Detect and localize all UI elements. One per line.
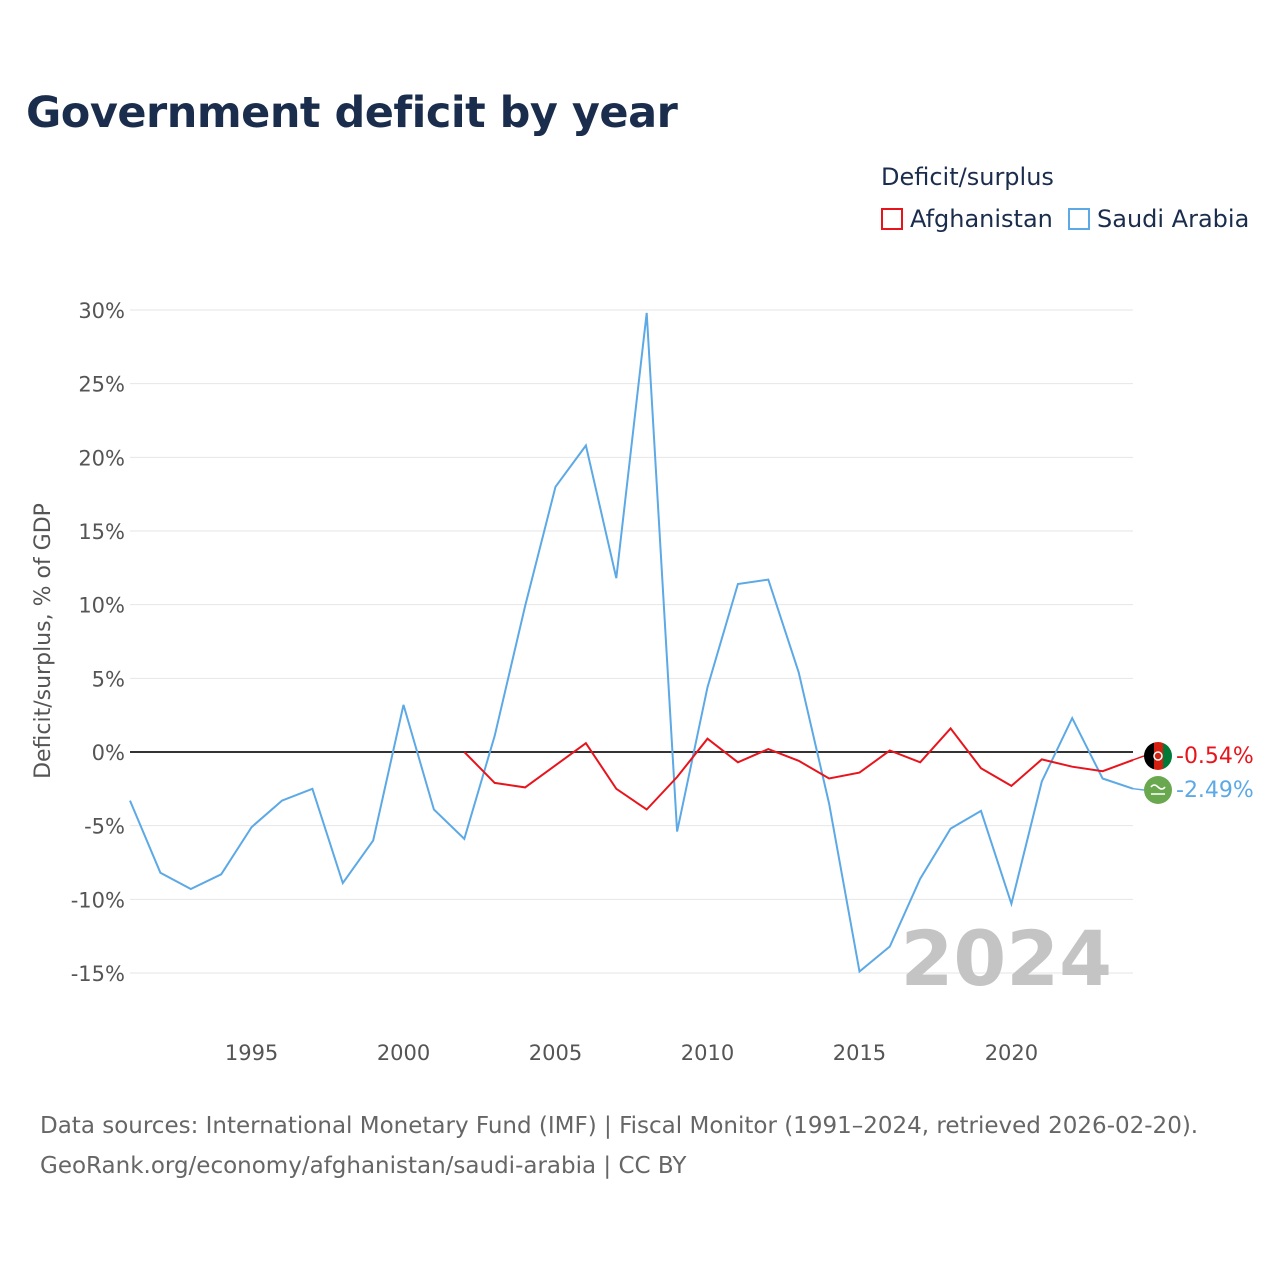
y-axis-ticks: 30% 25% 20% 15% 10% 5% 0% -5% -10% -15%	[71, 299, 125, 986]
y-tick-label: -5%	[84, 815, 125, 839]
x-tick-label: 2020	[985, 1041, 1038, 1065]
y-tick-label: 10%	[78, 594, 125, 618]
legend-swatch-saudi-arabia	[1068, 208, 1090, 230]
series-end-labels: -0.54% -2.49%	[1132, 742, 1254, 804]
legend-title: Deficit/surplus	[881, 163, 1054, 191]
series-lines	[129, 312, 1134, 974]
year-watermark: 2024	[900, 914, 1112, 1003]
x-tick-label: 2015	[833, 1041, 886, 1065]
gridlines	[130, 309, 1133, 974]
y-tick-label: 25%	[78, 373, 125, 397]
series-line-afghanistan[interactable]	[463, 726, 1134, 811]
x-tick-label: 2005	[529, 1041, 582, 1065]
end-connector	[1132, 787, 1145, 791]
x-tick-label: 2010	[681, 1041, 734, 1065]
legend-item-afghanistan[interactable]: Afghanistan	[881, 205, 1053, 233]
x-tick-label: 2000	[377, 1041, 430, 1065]
saudi-arabia-flag-icon	[1144, 776, 1172, 804]
legend-label-saudi-arabia: Saudi Arabia	[1097, 205, 1250, 233]
afghanistan-flag-icon	[1144, 742, 1172, 770]
y-tick-label: 30%	[78, 299, 125, 323]
x-tick-label: 1995	[225, 1041, 278, 1065]
end-value-afghanistan: -0.54%	[1176, 744, 1254, 769]
y-axis-title: Deficit/surplus, % of GDP	[31, 503, 56, 779]
legend-item-saudi-arabia[interactable]: Saudi Arabia	[1068, 205, 1249, 233]
source-line-site[interactable]: GeoRank.org/economy/afghanistan/saudi-ar…	[40, 1153, 687, 1179]
x-axis-ticks: 1995 2000 2005 2010 2015 2020	[225, 1041, 1038, 1065]
legend-label-afghanistan: Afghanistan	[910, 205, 1053, 233]
y-tick-label: 20%	[78, 446, 125, 470]
source-note: Data sources: International Monetary Fun…	[40, 1106, 1198, 1186]
y-tick-label: -10%	[71, 888, 125, 912]
line-chart: 30% 25% 20% 15% 10% 5% 0% -5% -10% -15% 1995 2000 2…	[31, 299, 1254, 1065]
chart-title: Government deficit by year	[26, 88, 678, 138]
end-connector	[1132, 755, 1145, 761]
end-value-saudi-arabia: -2.49%	[1176, 778, 1254, 803]
y-tick-label: -15%	[71, 962, 125, 986]
y-tick-label: 0%	[92, 741, 125, 765]
source-line-data: Data sources: International Monetary Fun…	[40, 1113, 1199, 1139]
y-tick-label: 15%	[78, 520, 125, 544]
legend-swatch-afghanistan	[881, 208, 903, 230]
series-line-saudi-arabia[interactable]	[129, 312, 1134, 974]
y-tick-label: 5%	[92, 667, 125, 691]
